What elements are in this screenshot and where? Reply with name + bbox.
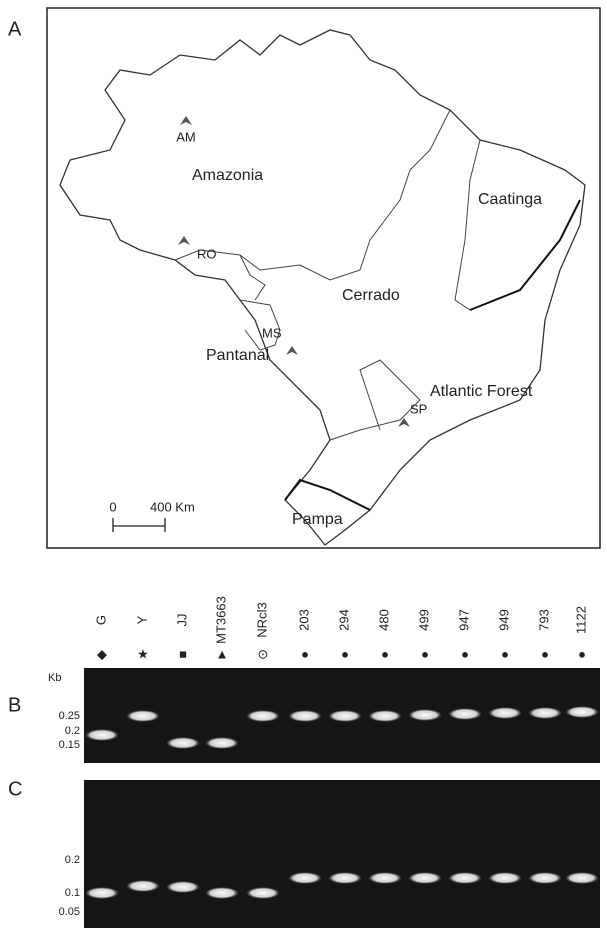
lanes: G ◆ Y ★ JJ ■ MT3663 ▲ NRcl3 ⊙ 203 ● 294 ● 480 ● 499 ● 947 ●… bbox=[85, 596, 599, 899]
biome-boundary-bold bbox=[284, 199, 581, 511]
ladder-label: 0.05 bbox=[59, 906, 80, 918]
band bbox=[408, 709, 442, 721]
ladder-label: 0.15 bbox=[59, 739, 80, 751]
biome-label: Amazonia bbox=[192, 167, 263, 184]
lane-symbol: ■ bbox=[179, 646, 187, 661]
site-marker bbox=[286, 346, 298, 355]
lane-symbol: ◆ bbox=[97, 646, 107, 661]
band bbox=[205, 737, 239, 749]
lane-label: 949 bbox=[496, 609, 511, 631]
lane-label: 203 bbox=[296, 609, 311, 631]
band bbox=[328, 872, 362, 884]
lane-symbol: ● bbox=[541, 646, 549, 661]
biome-label: Pantanal bbox=[206, 347, 269, 364]
site-label: RO bbox=[197, 246, 217, 261]
band bbox=[565, 706, 599, 718]
band bbox=[246, 710, 280, 722]
biome-label: Caatinga bbox=[478, 191, 542, 208]
band bbox=[528, 872, 562, 884]
scale-label: 0 bbox=[109, 499, 116, 514]
lane-symbol: ● bbox=[301, 646, 309, 661]
biome-label: Pampa bbox=[292, 511, 343, 528]
band bbox=[85, 887, 119, 899]
band bbox=[288, 872, 322, 884]
site-marker bbox=[180, 116, 192, 125]
ladder-label: 0.2 bbox=[65, 725, 80, 737]
site-label: AM bbox=[176, 129, 196, 144]
lane-label: G bbox=[93, 615, 108, 625]
biome-label: Cerrado bbox=[342, 287, 400, 304]
gel-c bbox=[84, 780, 600, 928]
band bbox=[205, 887, 239, 899]
scale-label: 400 Km bbox=[150, 499, 195, 514]
band bbox=[166, 737, 200, 749]
lane-symbol: ● bbox=[381, 646, 389, 661]
lane-label: 947 bbox=[456, 609, 471, 631]
band bbox=[126, 880, 160, 892]
band bbox=[448, 872, 482, 884]
panel-label: B bbox=[8, 694, 21, 716]
ladder-label: 0.2 bbox=[65, 854, 80, 866]
lane-symbol: ● bbox=[501, 646, 509, 661]
lane-label: 480 bbox=[376, 609, 391, 631]
scale-bar bbox=[112, 518, 166, 532]
band bbox=[85, 729, 119, 741]
lane-label: 793 bbox=[536, 609, 551, 631]
band bbox=[448, 708, 482, 720]
band bbox=[368, 872, 402, 884]
site-label: SP bbox=[410, 401, 427, 416]
band bbox=[565, 872, 599, 884]
biome-label: Atlantic Forest bbox=[430, 383, 533, 400]
ladder-label: 0.1 bbox=[65, 887, 80, 899]
lane-label: Y bbox=[134, 615, 149, 624]
band bbox=[126, 710, 160, 722]
lane-symbol: ● bbox=[421, 646, 429, 661]
site-markers bbox=[178, 116, 410, 427]
site-marker bbox=[398, 418, 410, 427]
band bbox=[368, 710, 402, 722]
ladder-unit: Kb bbox=[48, 672, 61, 684]
lane-label: 294 bbox=[336, 609, 351, 631]
country-outline bbox=[59, 29, 586, 546]
site-label: MS bbox=[262, 325, 282, 340]
ladder-label: 0.25 bbox=[59, 710, 80, 722]
lane-symbol: ● bbox=[578, 646, 586, 661]
lane-symbol: ★ bbox=[137, 646, 149, 661]
band bbox=[528, 707, 562, 719]
lane-label: MT3663 bbox=[213, 596, 228, 644]
band bbox=[408, 872, 442, 884]
ladders: 0.25 0.2 0.15 0.2 0.1 0.05 bbox=[59, 710, 80, 918]
lane-symbol: ▲ bbox=[216, 646, 229, 661]
band bbox=[246, 887, 280, 899]
band bbox=[328, 710, 362, 722]
lane-symbol: ⊙ bbox=[258, 646, 269, 661]
lane-label: JJ bbox=[174, 614, 189, 627]
band bbox=[488, 872, 522, 884]
lane-label: 499 bbox=[416, 609, 431, 631]
panel-label: C bbox=[8, 778, 22, 800]
lane-label: 1122 bbox=[573, 606, 588, 634]
panel-label: A bbox=[8, 18, 22, 40]
lane-symbol: ● bbox=[341, 646, 349, 661]
map-frame bbox=[46, 7, 601, 549]
band bbox=[288, 710, 322, 722]
band bbox=[166, 881, 200, 893]
band bbox=[488, 707, 522, 719]
lane-symbol: ● bbox=[461, 646, 469, 661]
lane-label: NRcl3 bbox=[254, 602, 269, 637]
site-marker bbox=[178, 236, 190, 245]
